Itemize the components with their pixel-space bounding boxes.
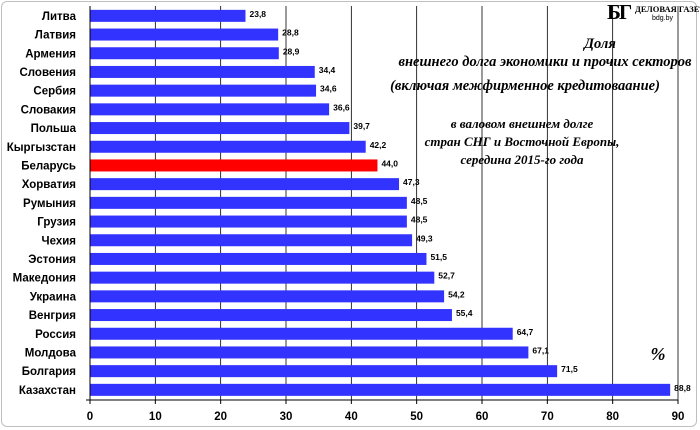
x-tick-label: 60 — [476, 411, 489, 423]
bar-5 — [90, 103, 330, 116]
logo-mark: БГ — [607, 0, 632, 24]
value-label: 36,6 — [333, 102, 350, 112]
bar-9 — [90, 178, 400, 191]
chart-title: Доля внешнего долга экономики и прочих се… — [390, 36, 692, 364]
bar-4 — [90, 84, 317, 97]
x-tick-label: 70 — [541, 411, 554, 423]
value-label: 28,9 — [283, 46, 300, 56]
x-axis: 0 10 20 30 40 50 60 70 80 90 — [86, 6, 684, 423]
bar-7 — [90, 140, 366, 153]
bar-15 — [90, 290, 445, 303]
bar-20 — [90, 383, 671, 396]
x-tick-label: 10 — [149, 411, 162, 423]
unit-annotation: % — [651, 344, 666, 364]
value-label: 23,8 — [249, 9, 266, 19]
value-label: 51,5 — [430, 252, 447, 262]
title-line: внешнего долга экономики и прочих сектор… — [399, 54, 692, 70]
value-label: 28,8 — [282, 28, 299, 38]
x-tick-label: 0 — [87, 411, 93, 423]
bar-17 — [90, 327, 513, 340]
x-tick-label: 30 — [280, 411, 293, 423]
title-line: Доля — [582, 36, 616, 52]
value-label: 52,7 — [438, 271, 455, 281]
category-label: Болгария — [22, 366, 76, 378]
category-label: Македония — [13, 273, 76, 285]
category-label: Словения — [19, 67, 76, 79]
value-label: 88,8 — [674, 383, 691, 393]
value-label: 42,2 — [370, 140, 387, 150]
x-tick-label: 40 — [345, 411, 358, 423]
category-label: Армения — [25, 48, 76, 60]
value-label: 44,0 — [381, 158, 398, 168]
value-label: 54,2 — [448, 289, 465, 299]
bar-19 — [90, 365, 558, 378]
x-tick-label: 20 — [214, 411, 227, 423]
bar-14 — [90, 271, 435, 284]
bar-0 — [90, 9, 246, 22]
subtitle-line: середина 2015-го года — [461, 152, 584, 167]
category-label: Россия — [35, 329, 76, 341]
bar-13 — [90, 252, 427, 265]
category-label: Молдова — [25, 347, 77, 359]
category-label: Польша — [31, 123, 77, 135]
value-label: 64,7 — [517, 327, 534, 337]
value-label: 48,5 — [411, 196, 428, 206]
x-tick-label: 90 — [672, 411, 685, 423]
x-tick-label: 80 — [606, 411, 619, 423]
value-label: 71,5 — [561, 364, 578, 374]
category-label: Казахстан — [19, 385, 76, 397]
value-label: 48,5 — [411, 215, 428, 225]
value-label: 67,1 — [532, 345, 549, 355]
category-label: Беларусь — [21, 160, 76, 172]
category-label: Украина — [30, 291, 77, 303]
category-label: Грузия — [37, 217, 76, 229]
value-label: 39,7 — [353, 121, 370, 131]
value-label: 49,3 — [416, 233, 433, 243]
category-label: Чехия — [42, 235, 77, 247]
value-label: 34,4 — [319, 65, 336, 75]
bar-12 — [90, 234, 413, 247]
bar-6 — [90, 122, 350, 135]
bar-2 — [90, 47, 279, 60]
bar-16 — [90, 309, 452, 322]
bar-3 — [90, 65, 315, 78]
category-label: Хорватия — [22, 179, 76, 191]
category-label: Сербия — [33, 86, 76, 98]
publisher-logo: БГ ДЕЛОВАЯ ГАЗЕТА bdg.by — [605, 0, 700, 24]
category-label: Словакия — [21, 104, 76, 116]
x-tick-label: 50 — [410, 411, 423, 423]
category-label: Румыния — [23, 198, 76, 210]
bars — [90, 9, 671, 396]
bar-11 — [90, 215, 407, 228]
subtitle-line: в валовом внешнем долге — [451, 116, 594, 131]
bar-18 — [90, 346, 529, 359]
value-labels: 23,8 28,8 28,9 34,4 34,6 36,639,742,2 44,0 47,3… — [249, 9, 690, 393]
category-label: Эстония — [28, 254, 76, 266]
category-label: Венгрия — [29, 310, 76, 322]
category-label: Кыргызстан — [7, 142, 76, 154]
bar-8 — [90, 159, 378, 172]
subtitle-line: стран СНГ и Восточной Европы, — [425, 134, 620, 149]
title-line: (включая межфирменное кредитоваание) — [390, 78, 660, 94]
value-label: 47,3 — [403, 177, 420, 187]
value-label: 34,6 — [320, 84, 337, 94]
logo-url: bdg.by — [652, 15, 674, 22]
category-label: Латвия — [35, 30, 76, 42]
category-label: Литва — [42, 11, 77, 23]
bar-10 — [90, 196, 407, 209]
logo-name: ДЕЛОВАЯ ГАЗЕТА — [635, 4, 700, 14]
value-label: 55,4 — [456, 308, 473, 318]
category-labels: Литва Латвия Армения Словения Сербия Словакия… — [7, 11, 77, 397]
bar-1 — [90, 28, 279, 41]
